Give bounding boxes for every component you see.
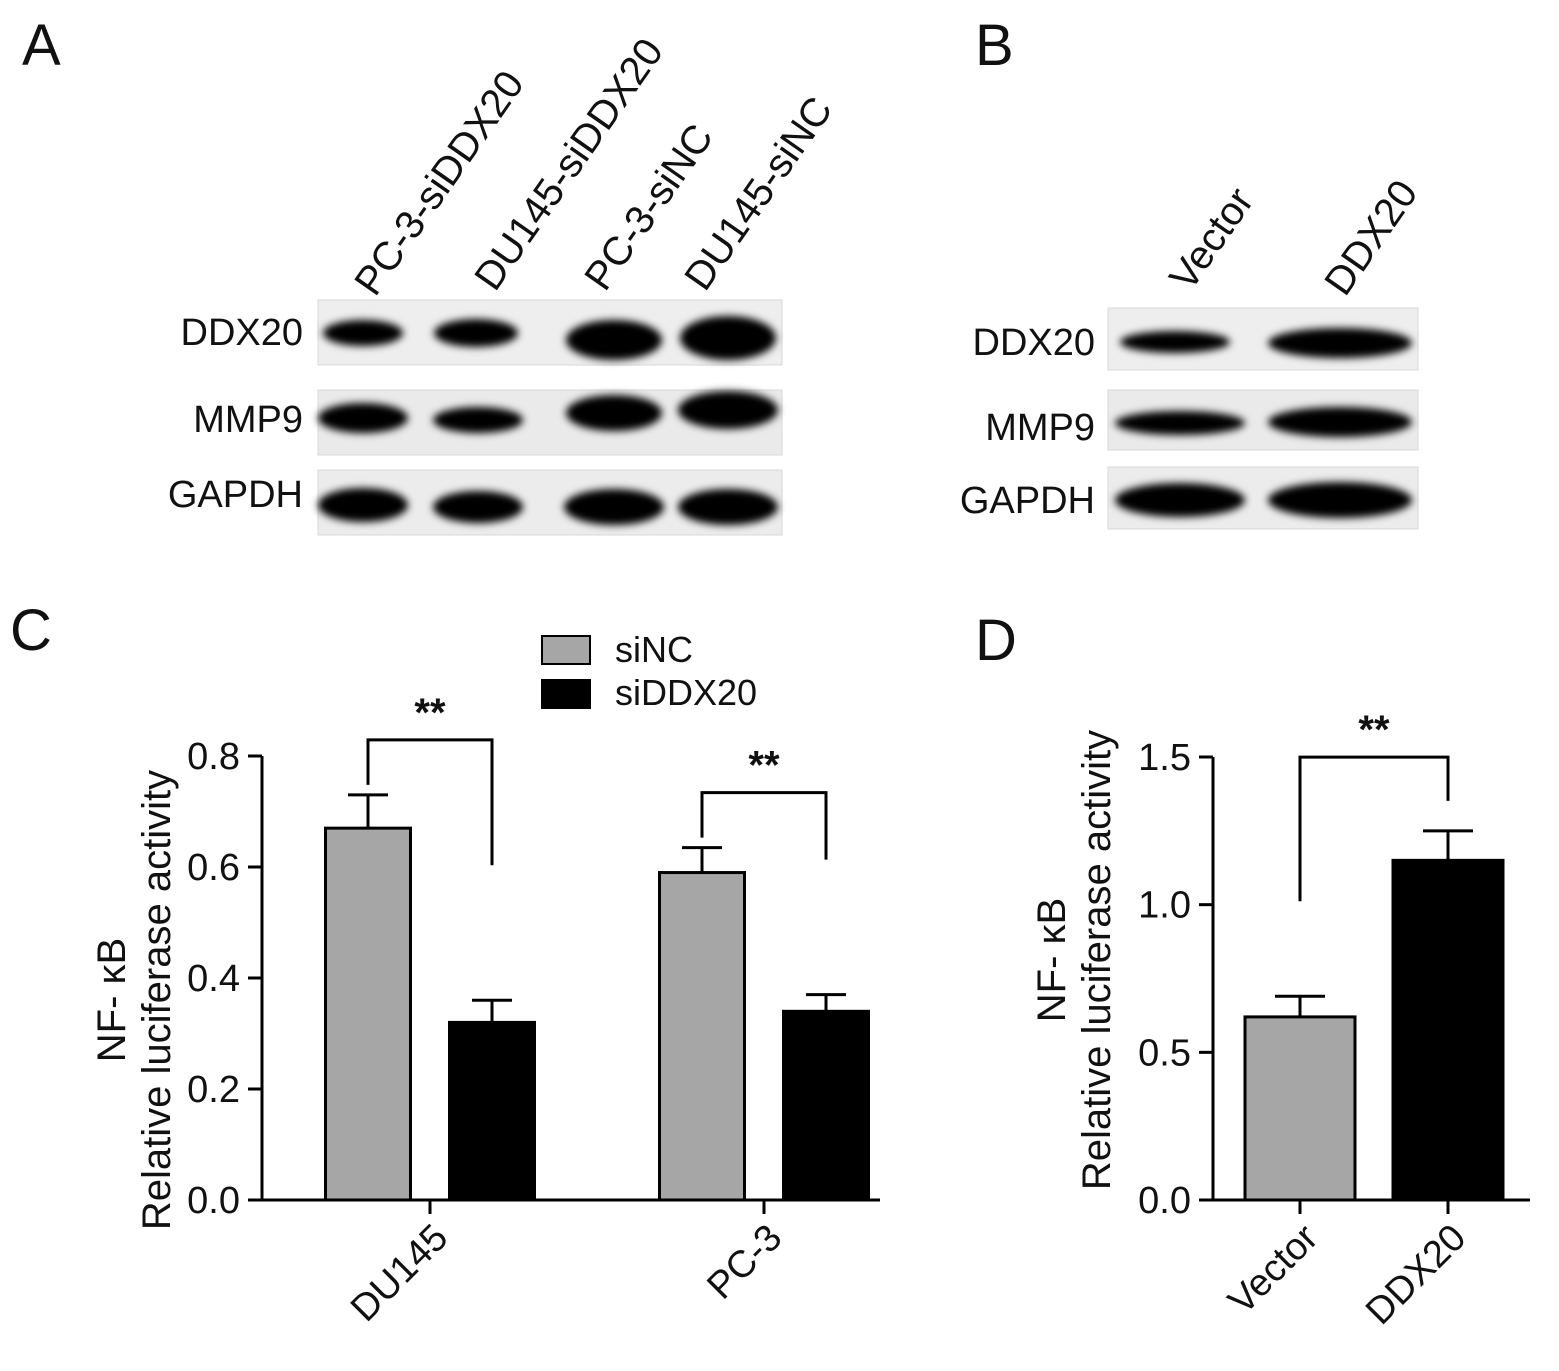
band-a-ddx20-lane1 [323, 320, 403, 346]
band-a-mmp9-lane1 [318, 403, 408, 433]
y-tick-label-d: 0.0 [1138, 1180, 1191, 1222]
bar-chart-c: NF- κB Relative luciferase activity siNC… [90, 629, 880, 1330]
ylabel-d-line1: NF- κB [1030, 898, 1074, 1022]
band-b-mmp9-lane1 [1115, 411, 1245, 435]
significance-label-d: ** [1358, 708, 1390, 752]
western-blot-b: Vector DDX20 DDX20 MMP9 GAPDH [960, 172, 1426, 530]
panel-letter-a: A [22, 13, 61, 78]
y-tick-label-c: 0.0 [187, 1180, 240, 1222]
band-a-mmp9-lane2 [433, 407, 523, 433]
lane-label-b-1: Vector [1161, 180, 1262, 298]
row-label-a-gapdh: GAPDH [168, 474, 303, 516]
lane-label-a-4: DU145-siNC [676, 89, 841, 298]
row-label-b-gapdh: GAPDH [960, 480, 1095, 522]
row-label-b-mmp9: MMP9 [985, 407, 1095, 449]
band-a-gapdh-lane2 [433, 491, 523, 523]
band-b-mmp9-lane2 [1268, 407, 1412, 437]
bar-sinc [324, 826, 412, 1202]
significance-label-c: ** [414, 691, 446, 735]
x-tick-label-c: PC-3 [699, 1217, 790, 1308]
band-b-gapdh-lane1 [1115, 483, 1245, 517]
row-label-b-ddx20: DDX20 [973, 322, 1096, 364]
band-a-mmp9-lane3 [566, 395, 662, 431]
y-tick-label-d: 0.5 [1138, 1032, 1191, 1074]
y-tick-label-c: 0.4 [187, 958, 240, 1000]
band-a-ddx20-lane4 [680, 316, 776, 360]
legend-label-siddx20: siDDX20 [615, 672, 757, 713]
band-a-ddx20-lane2 [434, 319, 518, 347]
bar-siddx20 [782, 1009, 870, 1202]
legend-swatch-sinc [541, 635, 591, 665]
panel-letter-d: D [975, 608, 1017, 673]
significance-label-c: ** [748, 744, 780, 788]
band-b-ddx20-lane2 [1268, 328, 1412, 358]
band-a-gapdh-lane3 [564, 489, 664, 525]
western-blot-a: PC-3-siDDX20 DU145-siDDX20 PC-3-siNC DU1… [168, 31, 841, 536]
significance-bracket-d [1298, 755, 1450, 902]
legend-label-sinc: siNC [615, 629, 693, 670]
significance-bracket-c [700, 791, 828, 860]
lane-label-b-2: DDX20 [1316, 172, 1426, 303]
x-tick-label-d: DDX20 [1358, 1217, 1474, 1333]
legend-swatch-siddx20 [541, 679, 591, 709]
ylabel-c-line1: NF- κB [90, 938, 134, 1062]
band-a-mmp9-lane4 [678, 391, 778, 429]
bar-chart-d: NF- κB Relative luciferase activity 0.0 0… [1030, 708, 1530, 1333]
y-tick-label-c: 0.2 [187, 1069, 240, 1111]
x-tick-label-d: Vector [1220, 1216, 1326, 1322]
band-b-gapdh-lane2 [1268, 482, 1412, 518]
row-label-a-mmp9: MMP9 [193, 399, 303, 441]
y-tick-label-c: 0.6 [187, 847, 240, 889]
bar-ddx20 [1391, 858, 1505, 1202]
ylabel-d-line2: Relative luciferase activity [1075, 730, 1119, 1190]
y-tick-label-d: 1.0 [1138, 885, 1191, 927]
row-label-a-ddx20: DDX20 [181, 312, 304, 354]
x-tick-label-c: DU145 [343, 1217, 456, 1330]
ylabel-c-line2: Relative luciferase activity [135, 770, 179, 1230]
panel-letter-c: C [10, 598, 52, 663]
band-a-gapdh-lane4 [678, 489, 778, 525]
y-tick-label-c: 0.8 [187, 736, 240, 778]
significance-bracket-c [366, 738, 494, 866]
panel-letter-b: B [975, 13, 1014, 78]
bar-siddx20 [448, 1020, 536, 1202]
bar-vector [1243, 1015, 1357, 1202]
band-a-ddx20-lane3 [566, 320, 662, 360]
y-tick-label-d: 1.5 [1138, 737, 1191, 779]
band-a-gapdh-lane1 [318, 488, 408, 522]
band-b-ddx20-lane1 [1120, 331, 1230, 353]
bar-sinc [658, 871, 746, 1202]
